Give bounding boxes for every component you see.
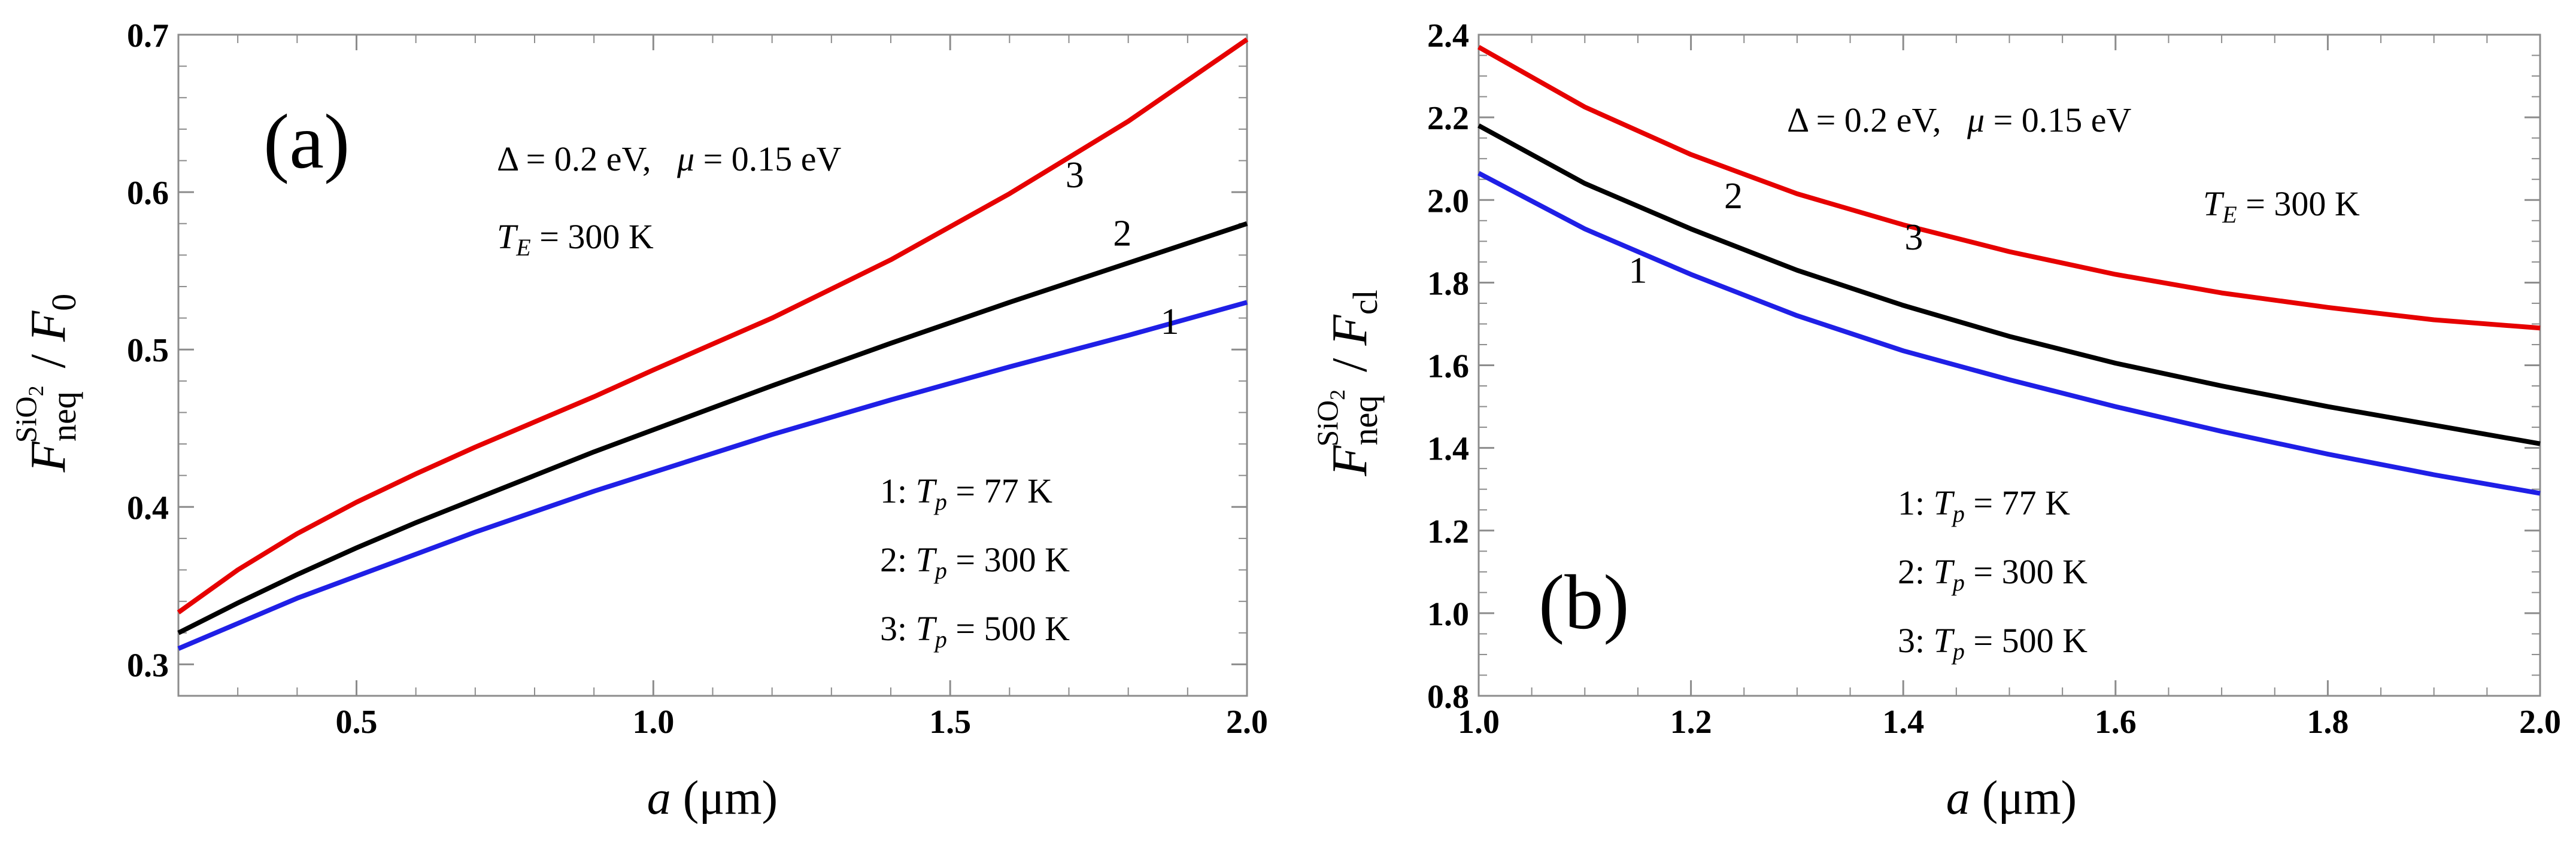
x-tick-label: 1.5: [929, 704, 971, 741]
series-line-1: [1477, 171, 2541, 496]
y-tick-label: 0.4: [127, 489, 169, 527]
annotation: Δ = 0.2 eV, μ = 0.15 eV: [497, 139, 842, 178]
legend-entry: 2: Tp = 300 K: [880, 540, 1070, 584]
series-line-2: [177, 221, 1248, 635]
y-tick-label: 2.2: [1427, 100, 1469, 137]
series-line-3: [177, 37, 1249, 614]
y-tick-label: 0.5: [127, 332, 169, 369]
curve-label-3: 3: [1066, 155, 1084, 196]
legend-entry: 1: Tp = 77 K: [880, 471, 1052, 515]
x-tick-label: 1.2: [1670, 704, 1712, 741]
legend-entry: 3: Tp = 500 K: [1898, 621, 2087, 665]
y-tick-label: 0.8: [1427, 678, 1469, 716]
x-tick-label: 1.0: [632, 704, 674, 741]
x-tick-label: 1.0: [1458, 704, 1500, 741]
series-line-1: [177, 300, 1248, 651]
y-tick-label: 1.2: [1427, 513, 1469, 550]
legend-entry: 2: Tp = 300 K: [1898, 552, 2087, 596]
panel-b: 1.0 1.2 1.4 1.6 1.8 2.00.81.01.21.41.61.82.02…: [1310, 17, 2561, 824]
y-tick-label: 0.3: [127, 647, 169, 684]
legend-entry: 3: Tp = 500 K: [880, 609, 1070, 653]
y-tick-label: 0.7: [127, 17, 169, 54]
x-axis-label: a (μm): [1946, 772, 2077, 824]
y-tick-label: 1.4: [1427, 431, 1469, 468]
y-tick-label: 2.0: [1427, 182, 1469, 220]
panel-label: (a): [263, 99, 350, 185]
y-tick-label: 1.6: [1427, 348, 1469, 385]
panel-label: (b): [1539, 559, 1630, 646]
y-axis-label: FneqSiO2 / Fcl: [1310, 290, 1385, 476]
y-tick-label: 1.0: [1427, 596, 1469, 633]
annotation: Δ = 0.2 eV, μ = 0.15 eV: [1787, 101, 2132, 139]
x-tick-label: 2.0: [2519, 704, 2561, 741]
x-tick-label: 2.0: [1226, 704, 1268, 741]
panel-a: 0.5 1.0 1.5 2.0 0.3 0.4 0.5 0.6 0.7 1 23 (a) Δ = 0.2…: [9, 17, 1268, 824]
series-line-3: [1477, 45, 2541, 331]
x-tick-label: 0.5: [336, 704, 378, 741]
annotation: TE = 300 K: [2203, 184, 2360, 228]
x-axis-label: a (μm): [647, 772, 778, 824]
curve-label-1: 1: [1161, 302, 1179, 342]
x-tick-label: 1.6: [2095, 704, 2137, 741]
curve-label-2: 2: [1113, 214, 1131, 254]
x-tick-label: 1.4: [1882, 704, 1924, 741]
y-axis-label: FneqSiO2 / F0: [9, 294, 83, 473]
y-tick-label: 2.4: [1427, 17, 1469, 54]
x-tick-label: 1.8: [2307, 704, 2349, 741]
y-tick-label: 0.6: [127, 175, 169, 212]
series-line-2: [1477, 123, 2541, 446]
curve-label-3: 3: [1904, 217, 1923, 258]
curve-label-1: 1: [1628, 250, 1647, 291]
y-tick-label: 1.8: [1427, 265, 1469, 302]
annotation: TE = 300 K: [497, 217, 654, 261]
legend-entry: 1: Tp = 77 K: [1898, 483, 2070, 527]
curve-label-2: 2: [1724, 176, 1743, 217]
